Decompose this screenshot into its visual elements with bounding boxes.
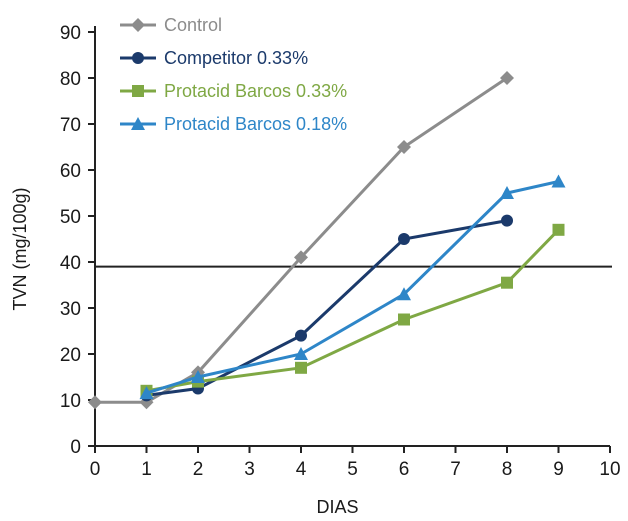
legend-item-2: Protacid Barcos 0.33%	[120, 81, 347, 101]
legend-item-1: Competitor 0.33%	[120, 48, 308, 68]
y-tick-label: 30	[60, 299, 81, 320]
y-tick-label: 80	[60, 69, 81, 90]
square-marker	[132, 85, 144, 97]
triangle-marker	[139, 386, 154, 400]
legend-item-3: Protacid Barcos 0.18%	[120, 114, 347, 134]
triangle-marker	[500, 186, 514, 199]
axes: 0 10 20 30 40 50 60 70 80 90 0 1 2 3 4 5 6 7 8 9 10	[60, 23, 621, 480]
y-axis-title: TVN (mg/100g)	[10, 187, 30, 310]
x-tick-label: 2	[193, 459, 204, 480]
square-marker	[552, 223, 565, 236]
y-tick-label: 20	[60, 345, 81, 366]
x-tick-label: 4	[296, 459, 307, 480]
y-tick-label: 40	[60, 253, 81, 274]
x-tick-label: 0	[90, 459, 101, 480]
y-tick-label: 70	[60, 115, 81, 136]
legend-label: Protacid Barcos 0.33%	[164, 81, 347, 101]
x-tick-label: 6	[399, 459, 410, 480]
diamond-marker	[294, 250, 308, 265]
series-1	[140, 214, 513, 402]
circle-marker	[501, 214, 513, 227]
circle-marker	[398, 233, 410, 245]
circle-marker	[295, 329, 307, 342]
y-tick-label: 50	[60, 207, 81, 228]
x-tick-label: 7	[450, 459, 461, 480]
x-tick-label: 8	[502, 459, 513, 480]
diamond-marker	[500, 71, 514, 85]
square-marker	[295, 361, 307, 374]
x-tick-label: 10	[599, 459, 620, 480]
series-line	[95, 76, 508, 404]
square-marker	[398, 313, 410, 326]
x-tick-label: 1	[141, 459, 152, 480]
y-tick-label: 90	[60, 23, 81, 44]
triangle-marker	[397, 287, 411, 301]
legend-label: Competitor 0.33%	[164, 48, 308, 68]
diamond-marker	[397, 140, 411, 154]
legend-label: Protacid Barcos 0.18%	[164, 114, 347, 134]
legend-item-0: Control	[120, 15, 222, 35]
circle-marker	[132, 52, 144, 64]
series-3	[139, 174, 566, 400]
triangle-marker	[131, 117, 145, 130]
series-line	[146, 180, 559, 395]
y-tick-label: 60	[60, 161, 81, 182]
series-group	[88, 71, 566, 410]
triangle-marker	[551, 174, 566, 188]
x-tick-label: 5	[347, 459, 358, 480]
diamond-marker	[131, 18, 145, 32]
legend: Control Competitor 0.33% Protacid Barcos 0…	[120, 15, 347, 134]
x-tick-label: 3	[244, 459, 255, 480]
square-marker	[501, 276, 513, 289]
triangle-marker	[191, 370, 205, 383]
y-tick-label: 0	[70, 437, 81, 458]
x-tick-label: 9	[553, 459, 564, 480]
series-2	[140, 223, 565, 397]
series-line	[146, 228, 560, 393]
diamond-marker	[88, 395, 102, 410]
x-axis-title: DIAS	[316, 497, 358, 517]
triangle-marker	[294, 347, 308, 360]
y-tick-label: 10	[60, 391, 81, 412]
legend-label: Control	[164, 15, 222, 35]
